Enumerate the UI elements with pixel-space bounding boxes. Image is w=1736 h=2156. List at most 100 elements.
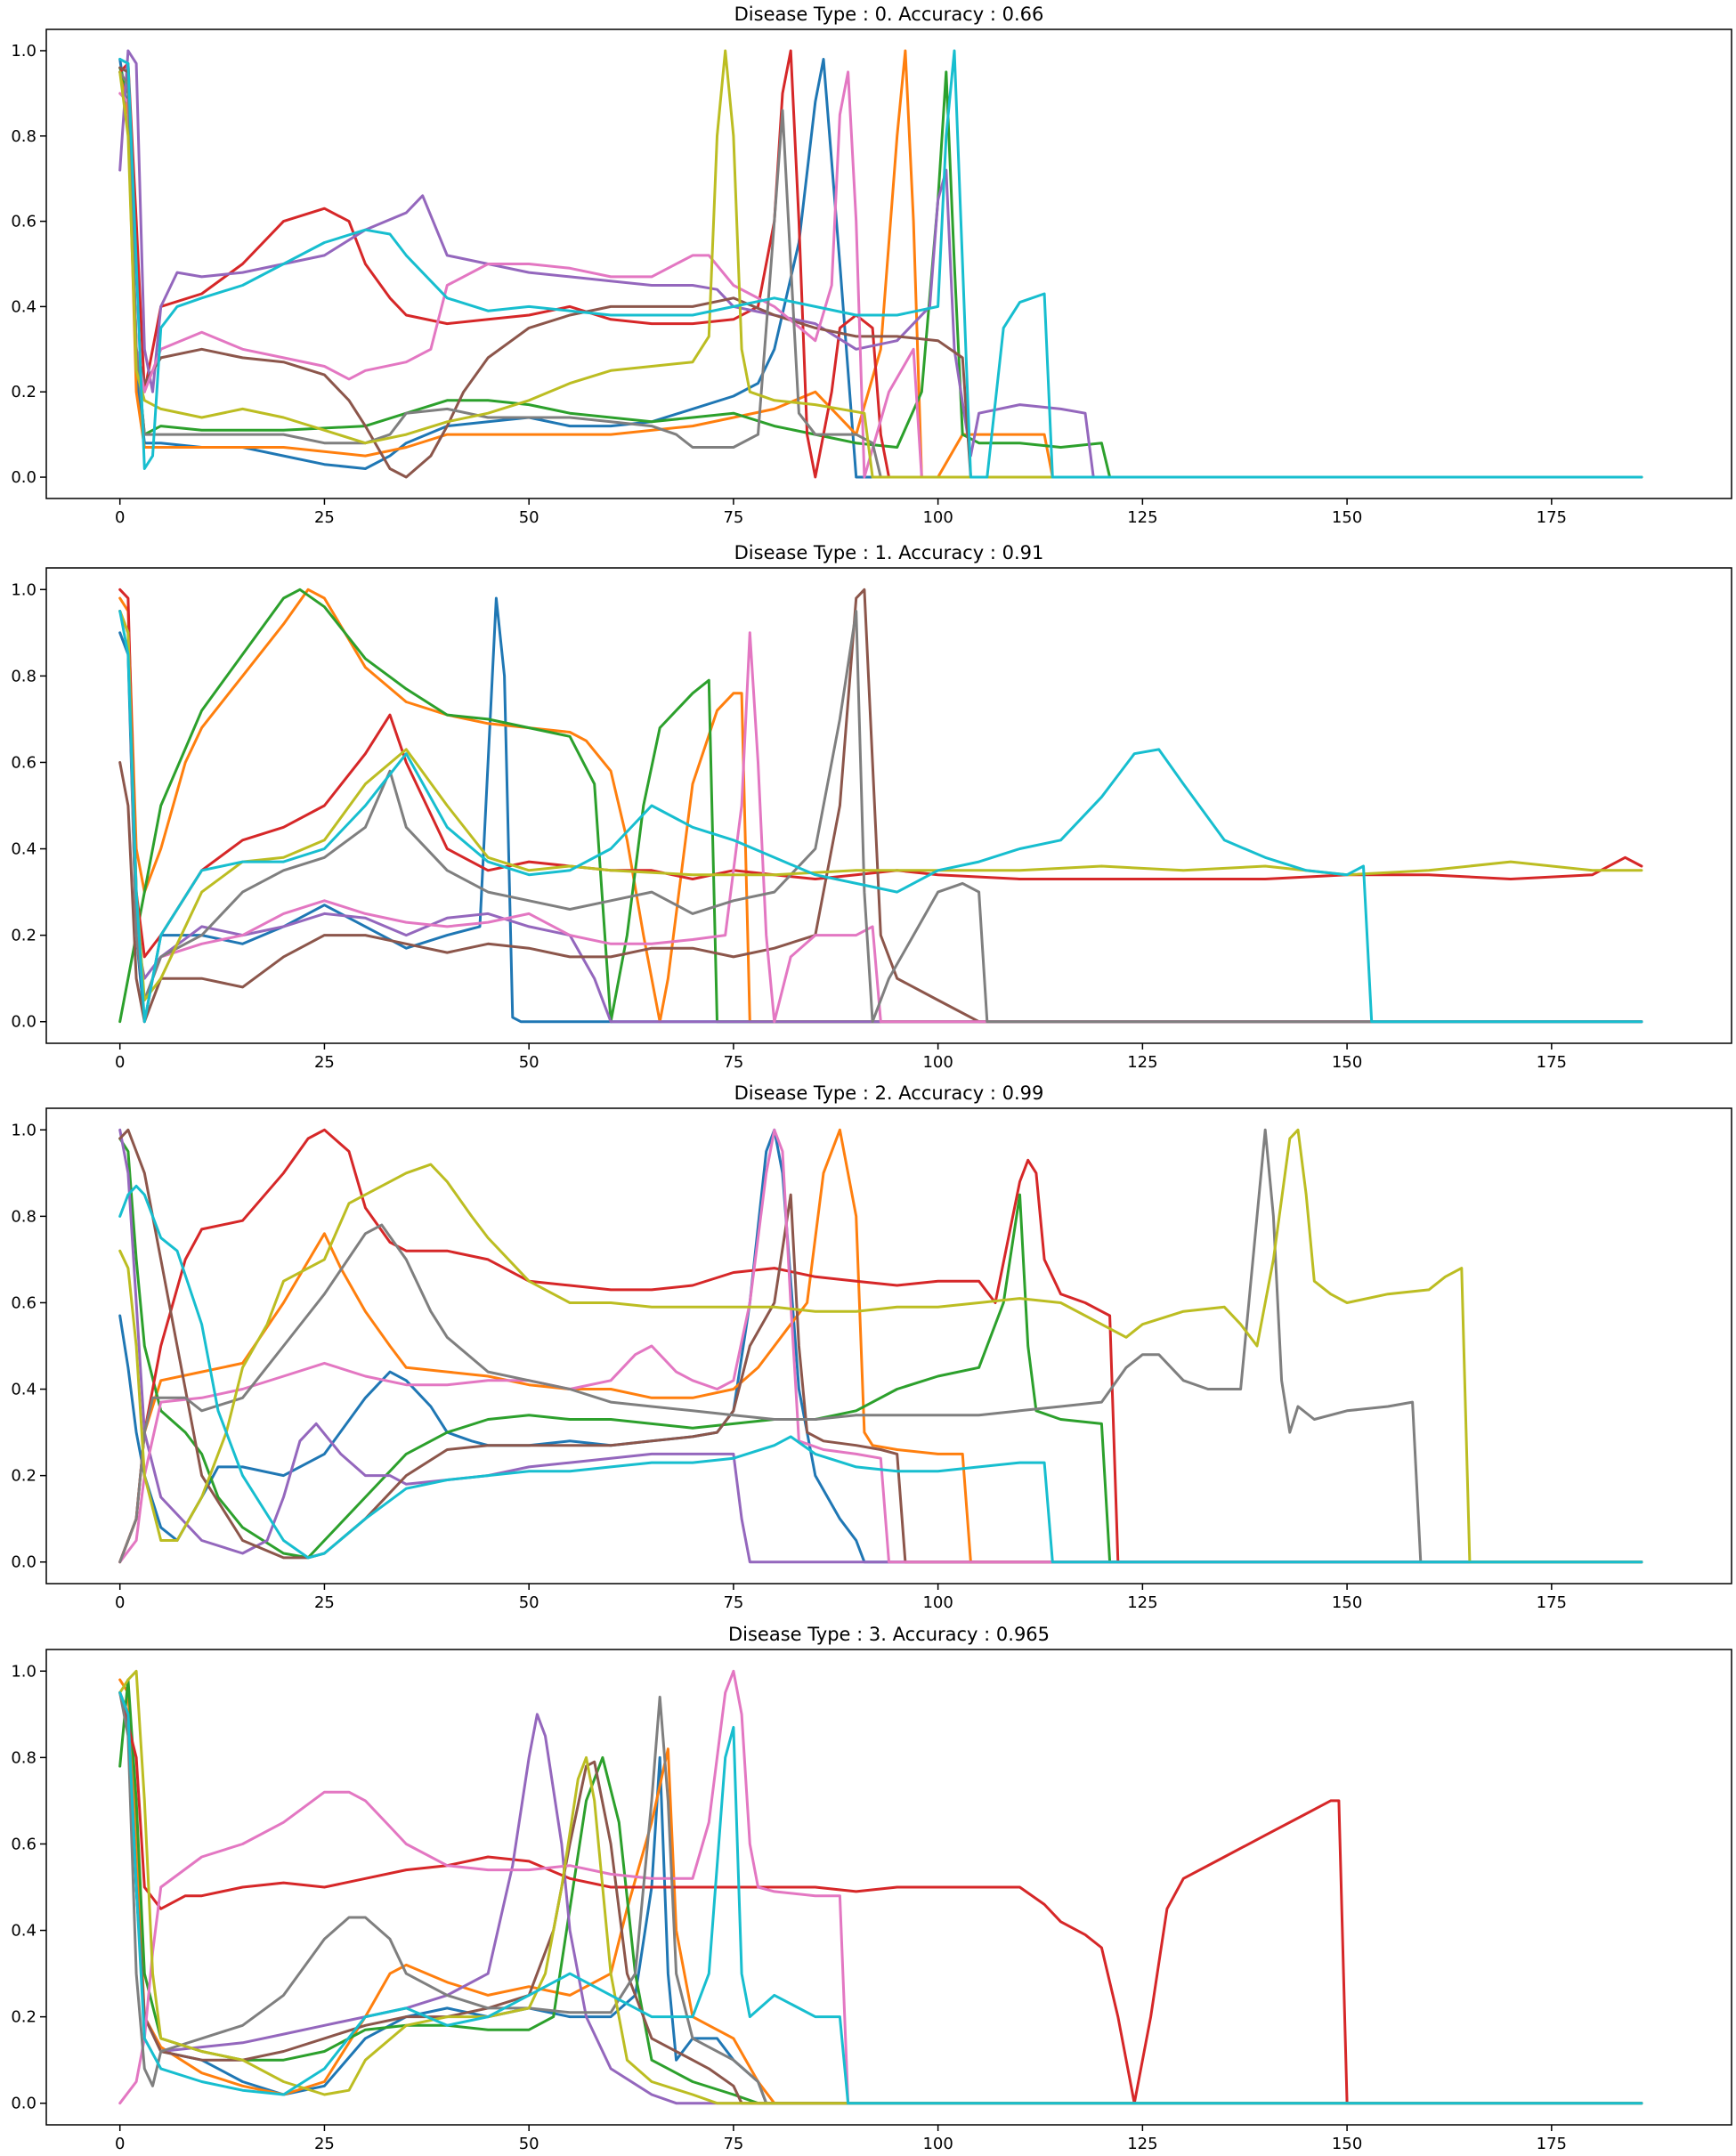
y-tick-label: 1.0 bbox=[11, 1662, 37, 1681]
series-line-7 bbox=[118, 610, 1643, 1024]
x-tick-label: 0 bbox=[115, 1593, 125, 1612]
subplot-2: Disease Type : 2. Accuracy : 0.99 0 25 50 75… bbox=[11, 1082, 1732, 1612]
series-line-2 bbox=[118, 1137, 1643, 1564]
x-tick-label: 0 bbox=[115, 1053, 125, 1072]
x-tick-label: 125 bbox=[1127, 508, 1157, 527]
x-tick-label: 50 bbox=[519, 508, 539, 527]
subplot-1: Disease Type : 1. Accuracy : 0.91 0 25 50 75… bbox=[11, 542, 1732, 1072]
y-tick-label: 0.8 bbox=[11, 1207, 37, 1226]
subplot-title: Disease Type : 2. Accuracy : 0.99 bbox=[734, 1082, 1044, 1104]
y-tick-label: 0.6 bbox=[11, 213, 37, 231]
x-tick-label: 175 bbox=[1537, 2135, 1567, 2153]
series-line-2 bbox=[118, 588, 1643, 1024]
x-tick-label: 125 bbox=[1127, 1053, 1157, 1072]
x-tick-label: 75 bbox=[723, 508, 743, 527]
series-line-1 bbox=[118, 1678, 1643, 2105]
x-tick-label: 50 bbox=[519, 2135, 539, 2153]
subplot-title: Disease Type : 0. Accuracy : 0.66 bbox=[734, 4, 1044, 25]
series-line-8 bbox=[118, 1669, 1643, 2105]
series-group bbox=[118, 588, 1643, 1024]
series-line-8 bbox=[118, 49, 1643, 479]
x-tick-label: 150 bbox=[1332, 1593, 1362, 1612]
x-tick-label: 0 bbox=[115, 2135, 125, 2153]
axes-frame bbox=[45, 1649, 1732, 2126]
series-line-9 bbox=[118, 610, 1643, 1024]
x-tick-label: 150 bbox=[1332, 508, 1362, 527]
series-group bbox=[118, 49, 1643, 479]
series-group bbox=[118, 1669, 1643, 2105]
x-tick-label: 175 bbox=[1537, 1593, 1567, 1612]
subplot-title: Disease Type : 1. Accuracy : 0.91 bbox=[734, 542, 1044, 563]
x-tick-label: 75 bbox=[723, 1593, 743, 1612]
x-tick-label: 25 bbox=[314, 1053, 335, 1072]
x-tick-label: 75 bbox=[723, 2135, 743, 2153]
x-tick-label: 25 bbox=[314, 508, 335, 527]
x-tick-label: 100 bbox=[922, 508, 953, 527]
x-tick-label: 0 bbox=[115, 508, 125, 527]
series-line-5 bbox=[118, 66, 1643, 479]
y-tick-label: 0.2 bbox=[11, 383, 37, 401]
y-tick-label: 0.2 bbox=[11, 2008, 37, 2027]
y-tick-label: 0.6 bbox=[11, 753, 37, 772]
x-tick-label: 125 bbox=[1127, 1593, 1157, 1612]
series-line-9 bbox=[118, 49, 1643, 479]
series-line-5 bbox=[118, 588, 1643, 1024]
series-line-9 bbox=[118, 1184, 1643, 1564]
series-line-5 bbox=[118, 1128, 1643, 1564]
series-line-1 bbox=[118, 49, 1643, 479]
x-tick-label: 100 bbox=[922, 1593, 953, 1612]
series-line-7 bbox=[118, 70, 1643, 479]
series-line-2 bbox=[118, 66, 1643, 479]
subplot-0: Disease Type : 0. Accuracy : 0.66 0 25 50 75… bbox=[11, 4, 1732, 527]
series-line-8 bbox=[118, 610, 1643, 1001]
y-tick-label: 1.0 bbox=[11, 42, 37, 61]
series-line-6 bbox=[118, 1669, 1643, 2105]
y-tick-label: 0.0 bbox=[11, 2095, 37, 2113]
axes-frame bbox=[45, 1107, 1732, 1585]
y-tick-label: 0.0 bbox=[11, 468, 37, 487]
series-line-0 bbox=[118, 596, 1643, 1024]
y-tick-label: 0.4 bbox=[11, 840, 37, 859]
series-line-7 bbox=[118, 1128, 1643, 1564]
series-line-9 bbox=[118, 1691, 1643, 2105]
x-tick-label: 25 bbox=[314, 2135, 335, 2153]
y-tick-label: 0.4 bbox=[11, 1381, 37, 1399]
series-line-3 bbox=[118, 49, 1643, 479]
y-tick-label: 0.8 bbox=[11, 127, 37, 146]
subplot-3: Disease Type : 3. Accuracy : 0.965 0 25 50 7… bbox=[11, 1624, 1732, 2153]
y-tick-label: 0.6 bbox=[11, 1835, 37, 1853]
x-tick-label: 25 bbox=[314, 1593, 335, 1612]
x-tick-label: 150 bbox=[1332, 2135, 1362, 2153]
series-line-6 bbox=[118, 610, 1643, 1024]
x-tick-label: 100 bbox=[922, 2135, 953, 2153]
y-tick-label: 0.0 bbox=[11, 1013, 37, 1032]
x-tick-label: 50 bbox=[519, 1053, 539, 1072]
y-tick-label: 0.0 bbox=[11, 1553, 37, 1572]
series-line-3 bbox=[118, 588, 1643, 959]
series-line-4 bbox=[118, 1128, 1643, 1564]
y-tick-label: 1.0 bbox=[11, 580, 37, 599]
series-line-1 bbox=[118, 588, 1643, 1024]
axes-frame bbox=[45, 28, 1732, 499]
x-tick-label: 150 bbox=[1332, 1053, 1362, 1072]
x-tick-label: 50 bbox=[519, 1593, 539, 1612]
series-line-0 bbox=[118, 1128, 1643, 1564]
x-tick-label: 175 bbox=[1537, 508, 1567, 527]
x-tick-label: 125 bbox=[1127, 2135, 1157, 2153]
y-tick-label: 0.8 bbox=[11, 667, 37, 685]
series-line-3 bbox=[118, 1128, 1643, 1564]
series-line-4 bbox=[118, 610, 1643, 1024]
y-tick-label: 0.4 bbox=[11, 297, 37, 316]
axes-frame bbox=[45, 567, 1732, 1044]
y-tick-label: 0.4 bbox=[11, 1922, 37, 1941]
subplot-title: Disease Type : 3. Accuracy : 0.965 bbox=[728, 1624, 1050, 1645]
y-tick-label: 0.2 bbox=[11, 1467, 37, 1486]
x-tick-label: 75 bbox=[723, 1053, 743, 1072]
series-line-8 bbox=[118, 1128, 1643, 1564]
series-group bbox=[118, 1128, 1643, 1564]
series-line-6 bbox=[118, 1128, 1643, 1564]
x-tick-label: 100 bbox=[922, 1053, 953, 1072]
series-line-1 bbox=[118, 1128, 1643, 1564]
series-line-3 bbox=[118, 1691, 1643, 2105]
